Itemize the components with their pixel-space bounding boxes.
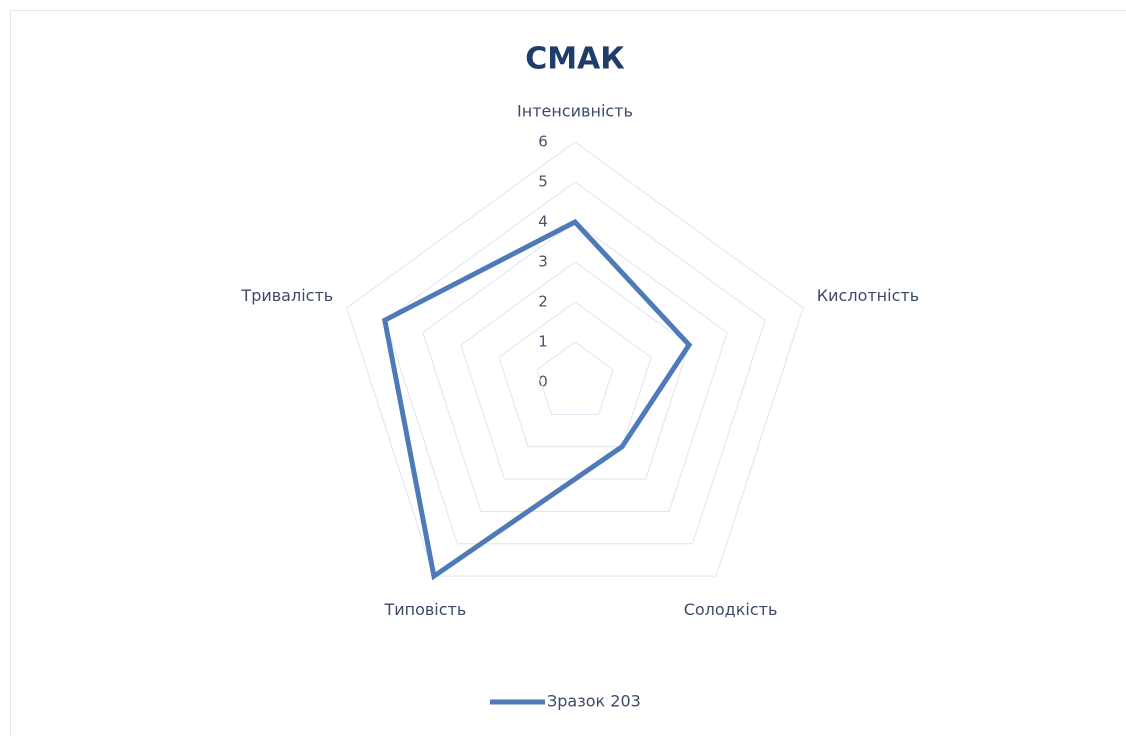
chart-title: СМАК: [525, 42, 625, 77]
category-label: Кислотність: [817, 286, 919, 305]
r-tick-label: 4: [538, 213, 548, 231]
r-tick-label: 3: [538, 253, 548, 271]
category-label: Солодкість: [684, 600, 778, 619]
r-tick-label: 2: [538, 293, 548, 311]
category-label: Тривалість: [240, 286, 333, 305]
r-tick-label: 6: [538, 133, 548, 151]
r-tick-label: 1: [538, 333, 548, 351]
legend-label: Зразок 203: [547, 692, 641, 711]
r-tick-label: 5: [538, 173, 548, 191]
category-label: Інтенсивність: [517, 102, 633, 121]
category-label: Типовість: [383, 600, 466, 619]
